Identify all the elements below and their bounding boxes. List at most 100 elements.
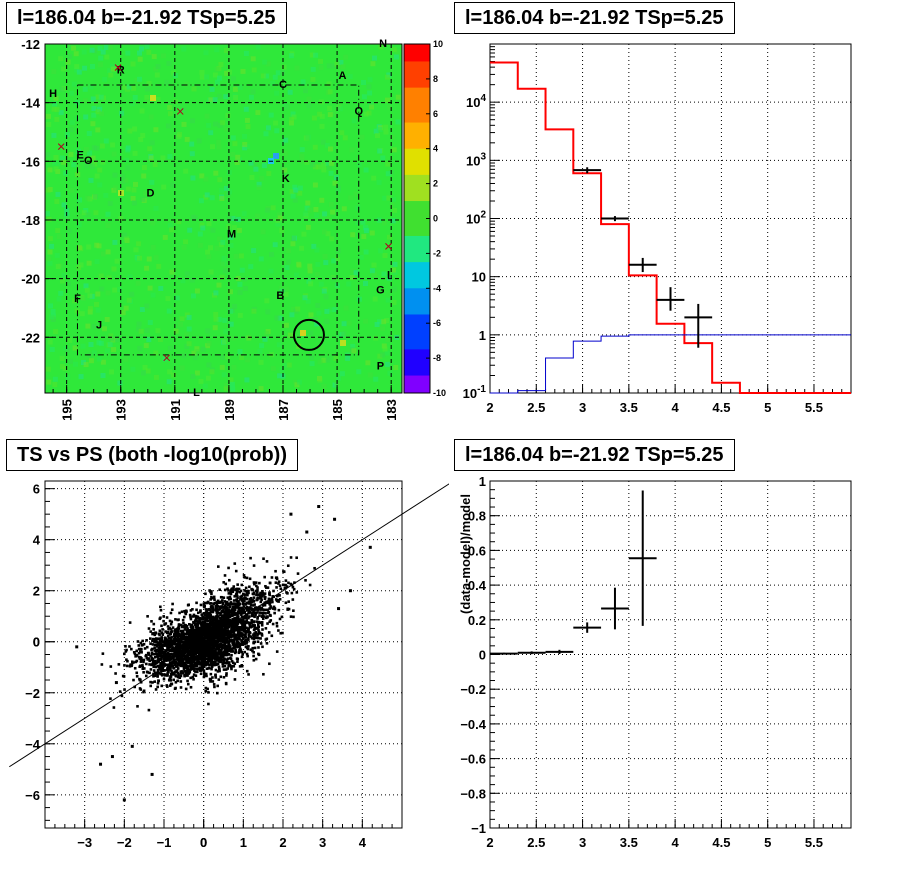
spectrum-data-point [601,216,629,222]
colorbar-segment [404,331,430,342]
colorbar-segment [404,209,430,219]
colorbar-tick-label: -4 [433,283,441,293]
residual-y-tick-label: 0.6 [468,543,486,558]
residual-y-tick-label: −0.8 [460,786,486,801]
residual-y-tick-label: −0.2 [460,682,486,697]
colorbar-segment [404,96,430,106]
spectrum-x-tick-label: 3.5 [620,400,638,415]
spectrum-y-tick-label: 10 [472,270,486,285]
colorbar-segment [404,148,430,158]
map-source-label: F [74,293,81,305]
scatter-y-tick-label: −6 [25,788,40,803]
colorbar-segment [404,384,430,394]
residual-title: l=186.04 b=-21.92 TSp=5.25 [454,439,735,471]
residual-data-point [545,649,574,654]
map-frame [44,43,403,394]
colorbar-tick-label: -10 [433,388,446,398]
colorbar-segment [404,218,430,228]
scatter-x-tick-label: 0 [200,835,207,850]
colorbar-segment [404,235,430,246]
map-source-label: C [279,79,287,91]
colorbar-segment [404,44,430,54]
colorbar-segment [404,166,430,176]
scatter-x-tick-label: 0 [200,835,207,850]
colorbar-tick-label: -8 [433,353,441,363]
residual-y-tick-label: 0.2 [468,613,486,628]
spectrum-data-point [573,167,602,174]
colorbar-segment [404,262,430,272]
residual-y-tick-label: 1 [479,474,486,489]
colorbar-segment [404,78,430,89]
colorbar-segment [404,113,430,124]
map-x-tick-label: 185 [330,399,345,421]
colorbar-segment [404,358,430,368]
map-source-label: Q [354,105,363,117]
colorbar-tick-label: 8 [433,74,438,84]
colorbar-tick-label: 0 [433,214,438,224]
scatter-x-tick-label: 3 [319,835,326,850]
colorbar-segment [404,288,430,298]
scatter-x-tick-label: −1 [157,835,172,850]
residual-y-tick-label: −0.6 [460,752,486,767]
colorbar-segment [404,323,430,333]
residual-data-point [628,490,657,626]
spectrum-x-tick-label: 4.5 [712,400,730,415]
residual-data-point [517,651,546,655]
colorbar-segment [404,366,430,377]
map-source-label: O [84,155,93,167]
spectrum-panel: 2 2.5 3 3.5 4 4.5 5 5.5 10-1 1 10 102 103 104 l=186.0… [449,0,898,437]
colorbar-segment [404,349,430,359]
spectrum-title: l=186.04 b=-21.92 TSp=5.25 [454,2,735,34]
map-roi-outline [76,84,360,356]
model-histogram [490,61,851,394]
colorbar-tick-label: 6 [433,109,438,119]
residual-y-tick-label: 0.8 [468,509,486,524]
spectrum-x-tick-label: 4 [672,400,680,415]
scatter-y-tick-label: −2 [25,686,40,701]
spectrum-x-tick-label: 2.5 [527,400,545,415]
scatter-y-tick-label: 6 [33,482,40,497]
colorbar-segment [404,297,430,307]
spectrum-chart: 2 2.5 3 3.5 4 4.5 5 5.5 10-1 1 10 102 103 104 [463,43,852,415]
colorbar-tick-label: 10 [433,39,443,49]
residual-x-tick-label: 5 [764,835,771,850]
map-source-label: P [377,361,384,373]
map-y-tick-label: -14 [21,96,41,111]
colorbar-segment [404,122,430,132]
colorbar-tick-label: 4 [433,144,438,154]
residual-y-tick-label: 0 [479,648,486,663]
spectrum-data-point [628,257,657,273]
scatter-x-tick-label: −3 [77,835,92,850]
colorbar-segment [404,157,430,167]
residual-grid [489,480,851,829]
map-y-tick-label: -12 [21,37,40,52]
spectrum-y-tick-label: 1 [479,328,486,343]
spectrum-data-point [656,287,685,311]
colorbar-segment [404,270,430,281]
residual-x-tick-label: 3 [579,835,586,850]
map-target-circle [292,318,325,351]
colorbar-tick-label: -2 [433,248,441,258]
map-source-label: K [282,173,290,185]
map-cross-marker [176,108,184,115]
colorbar-segment [404,139,430,150]
spectrum-grid [489,44,851,393]
spectrum-y-tick-label: 102 [466,210,486,227]
spectrum-y-tick-label: 103 [466,151,486,168]
map-source-label: H [49,88,57,100]
colorbar-segment [404,61,430,71]
spectrum-x-tick-label: 2 [486,400,493,415]
scatter-x-tick-label: 1 [240,835,247,850]
map-source-label: G [376,284,385,296]
residual-x-tick-label: 5.5 [805,835,823,850]
baseline-histogram [490,334,851,394]
colorbar-segment [404,244,430,254]
map-x-tick-label: 189 [222,399,237,421]
colorbar-segment [404,253,430,263]
map-source-label: E [76,149,83,161]
map-source-label: J [96,319,102,331]
residual-data-point [573,622,602,633]
map-heatmap: 195 193 191 189 187 185 183-12-14-16-18-20-22R… [21,37,446,421]
spectrum-x-tick-label: 5 [764,400,771,415]
colorbar-segment [404,183,430,193]
